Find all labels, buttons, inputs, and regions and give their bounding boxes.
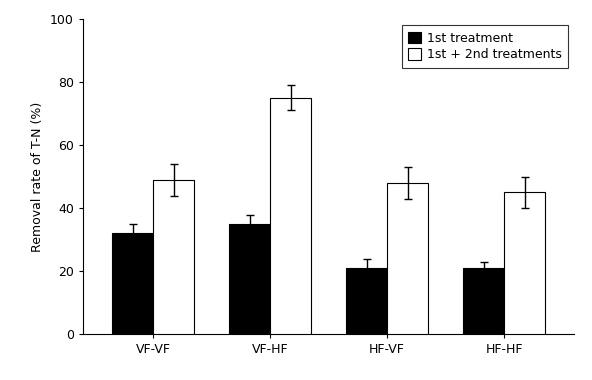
Bar bbox=[153, 180, 194, 334]
Legend: 1st treatment, 1st + 2nd treatments: 1st treatment, 1st + 2nd treatments bbox=[402, 25, 568, 68]
Bar bbox=[504, 192, 545, 334]
Bar bbox=[229, 224, 270, 334]
Y-axis label: Removal rate of T-N (%): Removal rate of T-N (%) bbox=[31, 101, 44, 252]
Bar bbox=[346, 268, 387, 334]
Bar bbox=[270, 98, 311, 334]
Bar bbox=[387, 183, 428, 334]
Bar bbox=[112, 233, 153, 334]
Bar bbox=[463, 268, 504, 334]
